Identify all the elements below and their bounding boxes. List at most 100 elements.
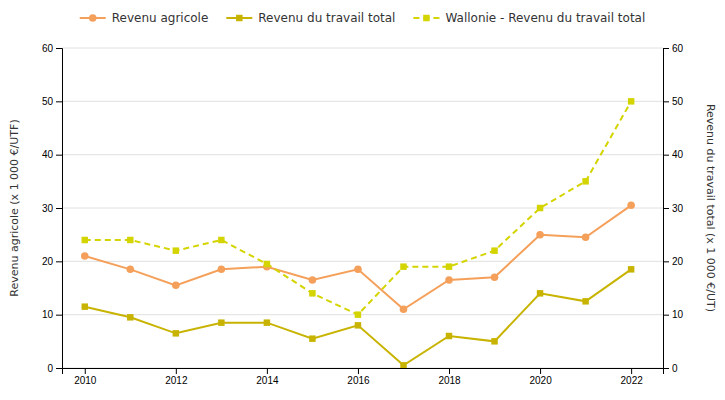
tick-label: 2020 bbox=[529, 375, 552, 386]
y-axis: 0102030405060 bbox=[42, 43, 63, 374]
tick-mark bbox=[358, 368, 359, 374]
point-marker bbox=[82, 303, 88, 309]
tick-label: 40 bbox=[42, 149, 54, 160]
tick: 20 bbox=[663, 256, 684, 267]
grid-line bbox=[62, 261, 663, 262]
axis-line bbox=[56, 49, 63, 369]
tick: 2012 bbox=[165, 368, 188, 386]
grid-line bbox=[62, 154, 663, 155]
tick-mark bbox=[267, 368, 268, 374]
point-marker bbox=[264, 261, 270, 267]
tick-mark bbox=[449, 368, 450, 374]
point-marker bbox=[537, 290, 543, 296]
point-marker bbox=[172, 282, 180, 290]
axis-line bbox=[664, 49, 670, 369]
grid bbox=[62, 48, 663, 368]
legend-marker bbox=[236, 15, 242, 21]
grid-line bbox=[62, 101, 663, 102]
series-line bbox=[85, 269, 631, 365]
tick: 0 bbox=[663, 363, 678, 374]
x-axis: 2010 2012 2014 2016 2018 2020 2022 bbox=[63, 368, 664, 386]
tick-mark bbox=[56, 208, 62, 209]
tick-label: 30 bbox=[672, 203, 684, 214]
tick-label: 60 bbox=[42, 43, 54, 54]
series bbox=[82, 266, 635, 368]
tick-mark bbox=[663, 315, 669, 316]
series-line bbox=[85, 101, 631, 314]
point-marker bbox=[491, 247, 497, 253]
tick-label: 2018 bbox=[438, 375, 461, 386]
point-marker bbox=[218, 319, 224, 325]
legend-label: Wallonie - Revenu du travail total bbox=[445, 11, 645, 25]
grid-line bbox=[62, 208, 663, 209]
tick: 50 bbox=[42, 96, 62, 107]
axis-line bbox=[63, 369, 664, 375]
series-line bbox=[85, 205, 631, 309]
point-marker bbox=[218, 266, 226, 274]
tick: 10 bbox=[663, 309, 684, 320]
point-marker bbox=[354, 266, 362, 274]
tick-mark bbox=[56, 155, 62, 156]
point-marker bbox=[264, 319, 270, 325]
tick-mark bbox=[663, 101, 669, 102]
tick: 2016 bbox=[347, 368, 370, 386]
chart-svg: 2010201220142016201820202022010203040506… bbox=[0, 0, 725, 400]
point-marker bbox=[127, 266, 135, 274]
tick: 2014 bbox=[256, 368, 279, 386]
tick-mark bbox=[540, 368, 541, 374]
tick-mark bbox=[56, 48, 62, 49]
point-marker bbox=[173, 247, 179, 253]
point-marker bbox=[491, 274, 499, 282]
point-marker bbox=[400, 263, 406, 269]
tick-label: 2022 bbox=[621, 375, 644, 386]
tick-label: 0 bbox=[672, 363, 678, 374]
y-axis-title: Revenu agricole (x 1 000 €/UTF) bbox=[8, 119, 21, 296]
point-marker bbox=[173, 330, 179, 336]
legend-marker bbox=[423, 15, 429, 21]
tick-mark bbox=[631, 368, 632, 374]
tick-label: 40 bbox=[672, 149, 684, 160]
tick: 40 bbox=[42, 149, 62, 160]
tick-mark bbox=[56, 101, 62, 102]
tick: 2022 bbox=[621, 368, 644, 386]
tick-mark bbox=[85, 368, 86, 374]
tick: 2010 bbox=[74, 368, 97, 386]
y2-axis: 0102030405060 bbox=[663, 43, 684, 374]
tick-mark bbox=[663, 261, 669, 262]
tick-label: 2012 bbox=[165, 375, 188, 386]
tick-mark bbox=[663, 368, 669, 369]
point-marker bbox=[309, 276, 317, 284]
tick-label: 20 bbox=[42, 256, 54, 267]
series bbox=[82, 98, 635, 318]
point-marker bbox=[218, 237, 224, 243]
chart-container: 2010201220142016201820202022010203040506… bbox=[0, 0, 725, 400]
tick: 60 bbox=[42, 43, 62, 54]
grid-line bbox=[62, 314, 663, 315]
point-marker bbox=[355, 311, 361, 317]
point-marker bbox=[446, 263, 452, 269]
tick-mark bbox=[56, 315, 62, 316]
tick-mark bbox=[56, 368, 62, 369]
legend-item: Revenu du travail total bbox=[226, 11, 395, 25]
tick: 40 bbox=[663, 149, 684, 160]
grid-line bbox=[62, 48, 663, 49]
point-marker bbox=[582, 298, 588, 304]
tick: 20 bbox=[42, 256, 62, 267]
point-marker bbox=[491, 338, 497, 344]
point-marker bbox=[82, 237, 88, 243]
point-marker bbox=[628, 266, 634, 272]
tick: 0 bbox=[47, 363, 62, 374]
point-marker bbox=[536, 231, 544, 239]
legend-item: Wallonie - Revenu du travail total bbox=[413, 11, 645, 25]
tick: 2020 bbox=[529, 368, 552, 386]
legend-marker bbox=[89, 14, 97, 22]
tick-label: 50 bbox=[672, 96, 684, 107]
marks bbox=[81, 98, 635, 368]
tick-mark bbox=[176, 368, 177, 374]
point-marker bbox=[400, 306, 408, 314]
point-marker bbox=[81, 252, 89, 260]
legend-item: Revenu agricole bbox=[80, 11, 209, 25]
tick: 50 bbox=[663, 96, 684, 107]
legend-label: Revenu du travail total bbox=[258, 11, 395, 25]
tick-label: 10 bbox=[42, 309, 54, 320]
